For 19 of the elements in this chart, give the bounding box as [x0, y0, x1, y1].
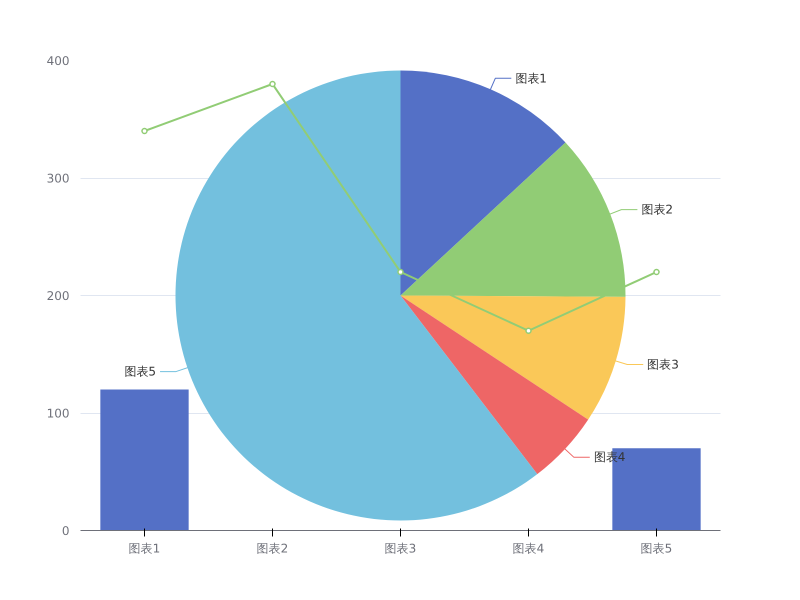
y-tick-label: 300 — [46, 172, 70, 186]
point — [397, 268, 404, 276]
y-tick-label: 100 — [46, 406, 70, 420]
slice-label: 图表2 — [641, 202, 674, 217]
slice-label: 图表5 — [124, 364, 156, 379]
x-tick-label: 图表5 — [640, 542, 672, 556]
y-tick-label: 200 — [46, 289, 70, 303]
x-tick-label: 图表3 — [384, 542, 416, 556]
point — [269, 80, 276, 88]
slice-label: 图表3 — [647, 357, 679, 372]
y-tick-label: 400 — [46, 54, 70, 68]
point — [141, 128, 148, 134]
slice-label: 图表1 — [515, 71, 547, 86]
x-tick-label: 图表1 — [128, 542, 160, 556]
point — [653, 268, 660, 276]
x-tick-label: 图表4 — [512, 542, 544, 556]
point — [525, 328, 532, 334]
y-tick-label: 0 — [62, 524, 70, 538]
x-tick-label: 图表2 — [256, 542, 288, 556]
